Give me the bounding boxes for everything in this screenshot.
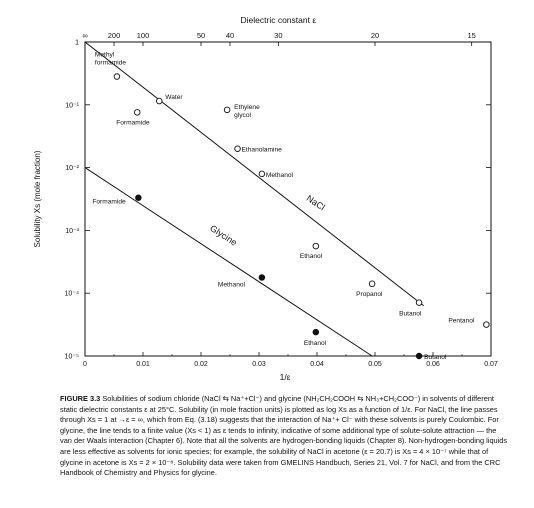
solubility-chart: ∞ 200 100 50 40 30 20 15 0 0.01 0.02 0.03 0.04 0.05 0… [33,15,498,382]
nacl-point [155,97,163,105]
nacl-point [415,299,423,306]
y-tick-label: 1 [75,40,79,47]
x-tick-label: 0.01 [136,361,150,368]
nacl-point-label: Ethylene glycol [234,104,260,119]
x-tick-label: 0.03 [252,361,266,368]
nacl-point-label: Formamide [116,119,150,126]
glycine-point-label: Formamide [92,199,126,206]
top-tick-label: 20 [371,31,379,40]
nacl-point-label: Pentanol [448,318,475,325]
top-tick-label: 200 [108,31,121,40]
glycine-point [135,194,142,201]
glycine-trend-line [84,167,373,357]
x-tick-label: 0.06 [426,361,440,368]
nacl-point-label: Ethanol [300,253,323,260]
x-tick-label: 0.04 [310,361,324,368]
nacl-point [133,109,141,116]
y-tick-label: 10⁻⁴ [65,291,80,298]
glycine-point [312,328,320,336]
nacl-point [113,73,121,80]
top-tick-label: 100 [137,31,150,40]
glycine-point-label: Ethanol [304,340,327,347]
x-tick-label: 0 [83,361,87,368]
nacl-point [223,106,231,114]
nacl-point [368,280,376,288]
y-tick-label: 10⁻³ [65,228,79,235]
y-tick-label: 10⁻¹ [65,102,79,109]
x-tick-label: 0.07 [484,361,498,368]
glycine-point [415,352,423,360]
caption-text: Solubilities of sodium chloride (NaCl ⇆ … [60,394,508,478]
nacl-series-label: NaCl [305,193,327,212]
y-axis-title: Solubility Xs (mole fraction) [33,150,42,247]
top-tick-label: 30 [274,31,282,40]
nacl-point-label: Butanol [399,311,422,318]
nacl-point-label: Water [165,94,183,101]
nacl-trend-line [84,41,425,307]
x-axis: 0 0.01 0.02 0.03 0.04 0.05 0.06 0.07 [83,352,498,368]
y-tick-label: 10⁻⁵ [65,354,79,361]
top-tick-label: 40 [226,31,234,40]
glycine-point-label: Butanol [424,354,447,361]
top-axis-title: Dielectric constant ε [241,15,317,25]
nacl-point-label: Methyl formamide [95,52,126,67]
glycine-point-label: Methanol [218,282,246,289]
nacl-point-label: Propanol [356,291,383,298]
top-axis: ∞ 200 100 50 40 30 20 15 [82,31,476,46]
glycine-point [258,274,266,281]
caption-label: FIGURE 3.3 [60,394,101,403]
glycine-series-label: Glycine [208,223,239,248]
nacl-point [234,145,241,153]
nacl-point [312,242,320,250]
data-points: Methyl formamide Formamide Water Ethylene gly… [92,52,490,361]
x-tick-label: 0.05 [368,361,382,368]
x-tick-label: 0.02 [194,361,208,368]
y-tick-label: 10⁻² [65,165,79,172]
figure-caption: FIGURE 3.3 Solubilities of sodium chlori… [60,394,508,479]
nacl-point-label: Ethanolamine [242,146,283,153]
top-tick-label: 50 [197,31,205,40]
nacl-point [258,170,266,178]
x-axis-title: 1/ε [280,372,291,382]
top-tick-label: ∞ [82,31,87,40]
top-tick-label: 15 [467,31,475,40]
y-axis: 1 10⁻¹ 10⁻² 10⁻³ 10⁻⁴ 10⁻⁵ [65,40,491,361]
nacl-point-label: Methanol [266,172,294,179]
nacl-point [483,321,490,328]
